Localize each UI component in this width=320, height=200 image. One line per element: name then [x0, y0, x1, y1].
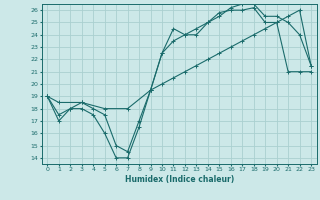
X-axis label: Humidex (Indice chaleur): Humidex (Indice chaleur) [124, 175, 234, 184]
